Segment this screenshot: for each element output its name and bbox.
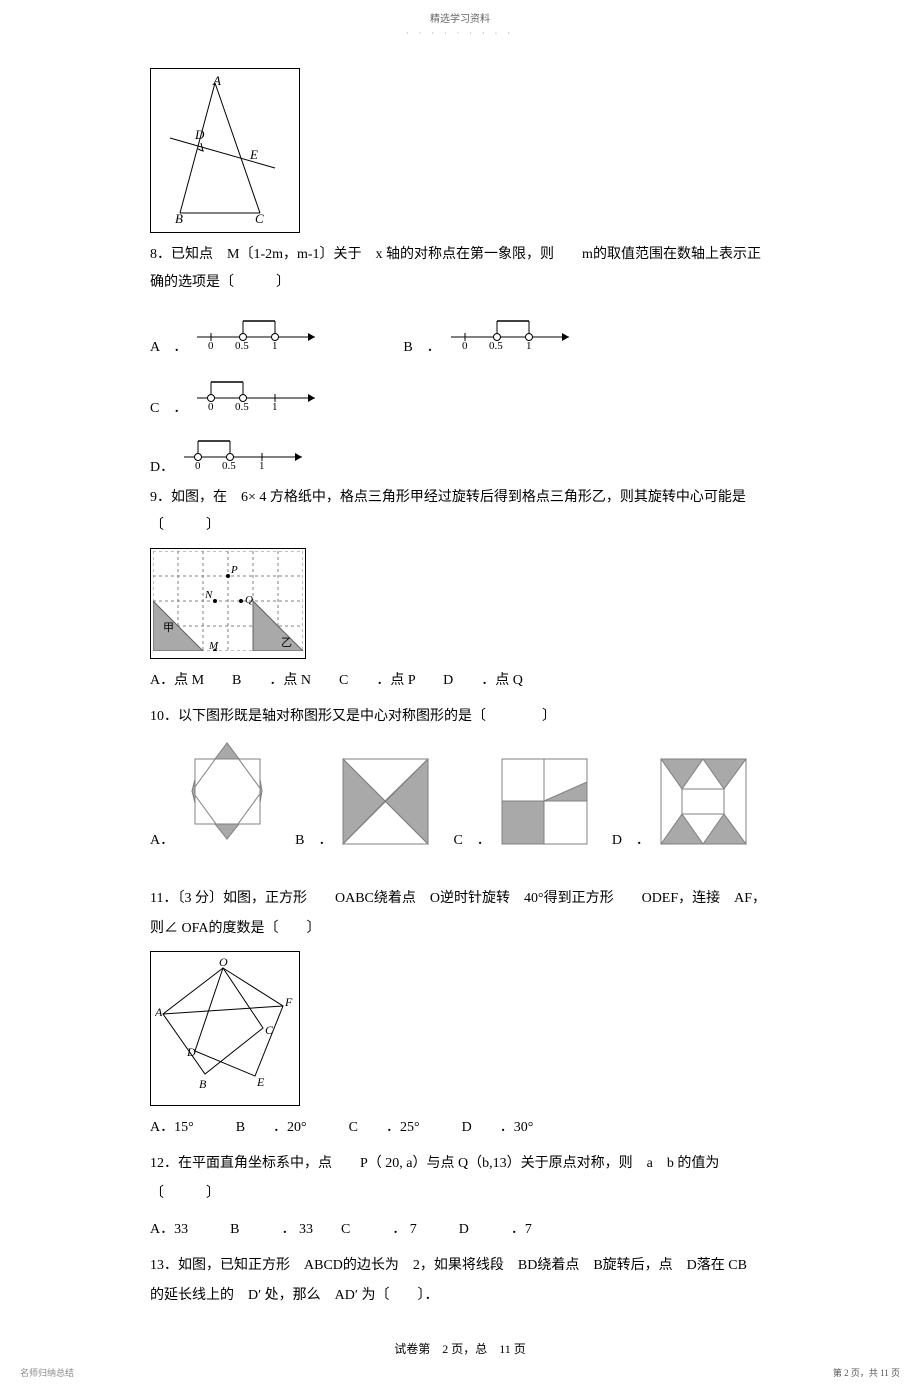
q13-text2: 的延长线上的 D′ 处，那么 AD′ 为〔 〕． [150,1282,770,1310]
svg-text:B: B [199,1077,207,1091]
q10-shape-b [338,754,433,849]
q8-options-row1: A ． 00.51 B ． 00.51 C ． 00.51 [150,305,770,417]
svg-text:A: A [155,1005,163,1019]
svg-text:M: M [208,640,219,651]
q10-text: 10．以下图形既是轴对称图形又是中心对称图形的是〔 〕 [150,703,770,731]
q9-options: A．点 M B ．点 N C ．点 P D ．点 Q [150,667,770,695]
svg-text:0.5: 0.5 [489,340,503,351]
svg-text:F: F [284,995,293,1009]
footer-center: 试卷第 2 页，总 11 页 [0,1340,920,1357]
svg-text:甲: 甲 [163,622,174,634]
q10-options: A． B ． [150,739,770,849]
q11-options: A．15° B ．20° C ．25° D ．30° [150,1114,770,1142]
q8-label-b: B ． [403,336,440,356]
svg-text:B: B [175,211,183,223]
svg-text:0.5: 0.5 [222,460,236,471]
svg-text:0.5: 0.5 [235,401,249,412]
svg-text:O: O [219,956,228,969]
svg-text:P: P [230,564,238,576]
svg-text:0.5: 0.5 [235,340,249,351]
svg-text:N: N [204,589,213,601]
footer-right: 第 2 页，共 11 页 [833,1366,900,1379]
q8-numline-a: 00.51 [193,305,323,356]
q8-label-d: D． [150,456,174,476]
svg-text:A: A [212,73,221,88]
q8-numline-c: 00.51 [193,366,323,417]
header-dots: · · · · · · · · · [0,29,920,38]
svg-text:1: 1 [526,340,532,351]
svg-text:C: C [265,1023,274,1037]
svg-text:C: C [255,211,264,223]
q8-options-row2: D． 00.51 [150,425,770,476]
footer-left: 名师归纳总结 [20,1366,74,1379]
svg-text:E: E [249,147,258,162]
q12-text2: 〔 〕 [150,1180,770,1208]
q8-label-c: C ． [150,397,187,417]
q11-text2: 则∠ OFA的度数是〔 〕 [150,915,770,943]
svg-text:0: 0 [462,340,468,351]
q11-figure: O A B C D E F [150,951,300,1106]
svg-text:1: 1 [272,401,278,412]
svg-text:0: 0 [195,460,201,471]
q10-label-d: D ． [612,829,650,849]
q12-text1: 12．在平面直角坐标系中，点 P（ 20, a）与点 Q（b,13）关于原点对称… [150,1150,770,1178]
q10-shape-c [497,754,592,849]
svg-text:乙: 乙 [281,636,292,649]
svg-text:E: E [256,1075,265,1089]
q8-numline-b: 00.51 [447,305,577,356]
q7-figure: A B C D E [150,68,300,233]
page-header: 精选学习资料 [0,10,920,25]
q10-shape-a [180,739,275,849]
q10-label-b: B ． [295,829,332,849]
q10-shape-d [656,754,751,849]
q13-text1: 13．如图，已知正方形 ABCD的边长为 2，如果将线段 BD绕着点 B旋转后，… [150,1252,770,1280]
q9-text: 9．如图，在 6× 4 方格纸中，格点三角形甲经过旋转后得到格点三角形乙，则其旋… [150,484,770,540]
svg-text:D: D [194,127,205,142]
q11-text1: 11．〔3 分〕如图，正方形 OABC绕着点 O逆时针旋转 40°得到正方形 O… [150,885,770,913]
q9-figure: P N Q M 甲 乙 [150,548,306,659]
q10-label-a: A． [150,829,174,849]
svg-text:0: 0 [208,401,214,412]
svg-text:1: 1 [272,340,278,351]
svg-text:D: D [186,1045,196,1059]
q8-numline-d: 00.51 [180,425,310,476]
q12-options: A．33 B ． 33 C ． 7 D ．7 [150,1216,770,1244]
svg-text:0: 0 [208,340,214,351]
q8-text: 8．已知点 M〔1-2m，m-1〕关于 x 轴的对称点在第一象限，则 m的取值范… [150,241,770,297]
q10-label-c: C ． [453,829,490,849]
content-area: A B C D E 8．已知点 M〔1-2m，m-1〕关于 x 轴的对称点在第一… [150,68,770,1310]
svg-text:Q: Q [245,594,253,606]
svg-text:1: 1 [259,460,265,471]
q8-label-a: A ． [150,336,187,356]
